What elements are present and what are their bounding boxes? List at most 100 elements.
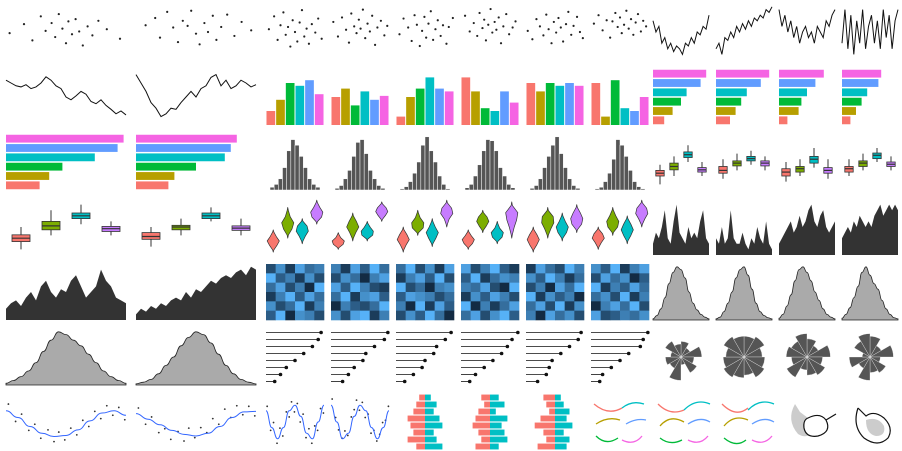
point	[240, 20, 243, 24]
rose-wedge	[665, 341, 682, 358]
histogram-bar	[533, 185, 539, 191]
point	[250, 29, 253, 32]
point	[347, 41, 351, 44]
bar	[136, 144, 231, 152]
violin	[526, 226, 540, 253]
violin	[606, 207, 620, 236]
point	[493, 20, 496, 24]
bar	[490, 443, 499, 450]
rose-wedge	[795, 333, 808, 358]
point	[316, 429, 319, 432]
heat-cell	[275, 310, 286, 321]
bar	[574, 85, 584, 125]
bar	[546, 436, 555, 443]
dot	[278, 372, 283, 377]
point	[439, 34, 442, 38]
point	[8, 32, 11, 35]
point	[215, 38, 218, 41]
heat-cell	[405, 310, 416, 321]
bar	[555, 394, 561, 401]
point	[355, 399, 358, 402]
heat-cell	[285, 282, 296, 293]
heat-cell	[545, 301, 556, 311]
bar	[305, 80, 314, 125]
heat-cell	[461, 273, 471, 283]
heat-cell	[444, 292, 455, 302]
histogram-bar	[303, 167, 308, 191]
heat-cell	[480, 310, 491, 321]
dot	[346, 372, 351, 377]
heat-cell	[600, 264, 611, 274]
histogram-bar	[623, 156, 629, 191]
point	[618, 16, 622, 19]
dot	[535, 379, 540, 384]
bar	[478, 408, 490, 415]
dot	[544, 372, 549, 377]
heat-cell	[379, 282, 390, 293]
heat-cell	[600, 292, 611, 302]
point	[489, 7, 492, 11]
heat-cell	[434, 292, 445, 302]
bar	[653, 69, 707, 78]
heat-cell	[591, 282, 601, 293]
bar	[490, 429, 505, 436]
bar	[425, 401, 437, 408]
point	[614, 11, 617, 15]
bar	[630, 111, 639, 125]
point	[368, 30, 371, 33]
arc	[721, 403, 749, 413]
dot	[340, 379, 345, 384]
point	[57, 12, 60, 16]
heat-cell	[434, 282, 445, 293]
area	[779, 204, 835, 255]
heat-cell	[379, 310, 390, 321]
point	[105, 28, 108, 31]
bar	[425, 77, 435, 125]
point	[291, 19, 294, 22]
point	[562, 40, 565, 43]
point	[74, 18, 77, 21]
dot	[579, 330, 583, 335]
point	[611, 20, 614, 23]
heat-cell	[535, 301, 546, 311]
heat-cell	[610, 301, 621, 311]
heat-cell	[470, 310, 481, 321]
heat-cell	[295, 264, 305, 274]
bar	[425, 429, 434, 436]
point	[81, 44, 84, 47]
histogram-bar	[575, 188, 581, 191]
point	[581, 37, 584, 40]
heat-cell	[275, 273, 286, 283]
arc	[747, 401, 775, 411]
bar	[555, 429, 564, 436]
histogram-bar	[424, 136, 430, 191]
point	[144, 423, 147, 426]
histogram-bar	[485, 139, 491, 191]
point	[502, 25, 505, 28]
point	[307, 42, 311, 45]
point	[282, 11, 285, 14]
point	[63, 439, 66, 441]
heat-cell	[555, 273, 565, 283]
heat-cell	[275, 282, 286, 293]
heat-cell	[425, 301, 435, 311]
dot	[382, 337, 387, 342]
area	[136, 266, 256, 320]
bar	[480, 108, 490, 125]
bar	[413, 429, 425, 436]
point	[61, 27, 64, 30]
point	[87, 425, 90, 428]
density-area	[5, 331, 127, 386]
heat-cell	[639, 282, 650, 293]
point	[300, 9, 304, 12]
point	[472, 21, 475, 25]
heat-cell	[379, 301, 390, 311]
point	[22, 23, 26, 26]
rose-wedge	[743, 336, 765, 358]
point	[64, 42, 68, 45]
point	[220, 25, 223, 29]
bar	[266, 111, 276, 125]
dot	[609, 365, 614, 370]
density-area	[841, 266, 899, 321]
heat-cell	[509, 273, 520, 283]
